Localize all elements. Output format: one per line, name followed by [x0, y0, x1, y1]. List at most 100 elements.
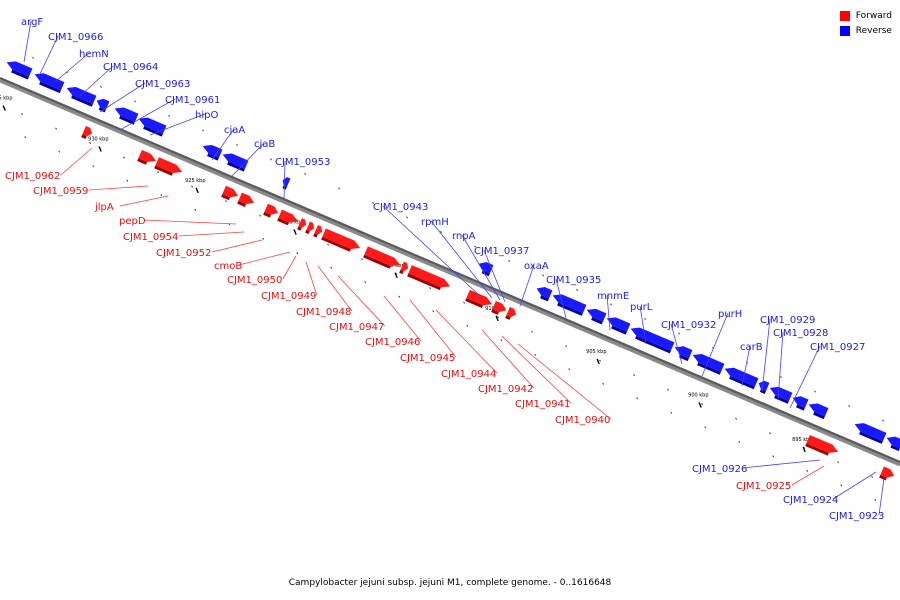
- forward-gene-arrow: [465, 289, 493, 309]
- kbp-tick-mark: [698, 402, 702, 408]
- gene-label-cjm1-0925: CJM1_0925: [736, 481, 791, 492]
- frame-mark: [735, 417, 737, 420]
- forward-gene-arrow-shade: [321, 236, 351, 252]
- leader-line-cjaa: [211, 128, 235, 161]
- frame-mark: [704, 426, 707, 429]
- genome-backbone: [0, 76, 900, 464]
- gene-label-cjm1-0953: CJM1_0953: [275, 157, 330, 168]
- gene-label-cjm1-0941: CJM1_0941: [515, 399, 570, 410]
- gene-label-cjab: cjaB: [254, 139, 275, 150]
- gene-label-cjaa: cjaA: [224, 125, 245, 136]
- forward-gene-arrow-body: [806, 434, 839, 453]
- frame-mark: [534, 353, 537, 356]
- leader-line-cjm1-0940: [517, 343, 612, 420]
- frame-mark: [398, 295, 401, 298]
- frame-mark: [738, 440, 741, 443]
- frame-mark: [123, 156, 125, 159]
- frame-mark: [644, 317, 646, 320]
- reverse-gene-arrow-shade: [540, 295, 549, 302]
- gene-label-oxaa: oxaA: [524, 261, 549, 272]
- frame-mark: [55, 127, 57, 130]
- reverse-gene-arrow: [552, 294, 587, 316]
- frame-mark: [32, 56, 34, 59]
- reverse-gene-arrow: [34, 73, 65, 94]
- reverse-gene-arrow-shade: [557, 302, 583, 316]
- frame-mark: [21, 113, 23, 116]
- frame-mark: [406, 216, 408, 219]
- gene-label-purh: purH: [718, 309, 742, 320]
- leader-line-cjm1-0947: [337, 275, 386, 327]
- frame-mark: [576, 288, 578, 291]
- reverse-gene-arrow-body: [692, 354, 725, 372]
- frame-mark: [780, 375, 782, 379]
- gene-label-cjm1-0963: CJM1_0963: [135, 79, 190, 90]
- forward-gene-arrow-body: [264, 203, 279, 215]
- frame-mark: [508, 259, 510, 262]
- gene-label-cjm1-0935: CJM1_0935: [546, 275, 601, 286]
- reverse-gene-arrow-body: [674, 346, 693, 359]
- reverse-gene-arrow-body: [586, 308, 607, 322]
- reverse-gene-arrow: [630, 327, 675, 354]
- genome-caption: Campylobacter jejuni subsp. jejuni M1, c…: [288, 578, 612, 588]
- reverse-gene-arrow: [282, 177, 291, 190]
- gene-label-cjm1-0944: CJM1_0944: [441, 369, 496, 380]
- reverse-gene-arrow-shade: [890, 444, 900, 452]
- leader-line-cjm1-0943: [382, 205, 481, 297]
- gene-label-cjm1-0929: CJM1_0929: [760, 315, 815, 326]
- gene-label-cmob: cmoB: [214, 261, 242, 272]
- frame-mark: [296, 252, 299, 255]
- leader-line-cjm1-0928: [777, 331, 784, 401]
- leader-line-oxaa: [519, 264, 535, 307]
- reverse-gene-arrow-shade: [39, 81, 61, 94]
- kbp-tick-label: 925 kbp: [185, 178, 205, 184]
- kbp-tick-label: 935 kbp: [0, 96, 13, 102]
- reverse-gene-arrow-body: [66, 86, 97, 105]
- reverse-gene-arrow-body: [6, 61, 33, 77]
- reverse-gene-arrow-body: [808, 403, 829, 417]
- leader-line-cjm1-0944: [435, 309, 498, 374]
- legend-item-reverse: Reverse: [839, 23, 892, 38]
- kbp-tick-label: 920 kbp: [283, 220, 303, 226]
- reverse-gene-arrow-shade: [759, 389, 766, 394]
- frame-mark: [474, 245, 476, 248]
- forward-gene-arrow: [263, 203, 279, 218]
- gene-label-cjm1-0943: CJM1_0943: [373, 202, 428, 213]
- gene-label-cjm1-0961: CJM1_0961: [165, 95, 220, 106]
- frame-mark: [814, 390, 816, 393]
- reverse-gene-arrow: [586, 308, 607, 325]
- forward-gene-arrow-shade: [81, 134, 87, 139]
- gene-label-pepd: pepD: [119, 216, 146, 227]
- forward-gene-arrow-body: [880, 466, 895, 478]
- forward-gene-arrow: [305, 221, 315, 235]
- frame-mark: [599, 359, 601, 362]
- forward-gene-arrow-shade: [297, 226, 302, 231]
- frame-mark: [429, 287, 431, 290]
- forward-gene-arrow-body: [238, 192, 255, 205]
- reverse-gene-arrow: [792, 396, 809, 411]
- frame-mark: [157, 171, 159, 174]
- forward-gene-arrow: [154, 157, 183, 176]
- forward-gene-arrow-body: [82, 126, 93, 137]
- gene-label-cjm1-0927: CJM1_0927: [810, 342, 865, 353]
- forward-gene-arrow-body: [298, 218, 307, 228]
- leader-line-cjm1-0942: [481, 329, 535, 389]
- gene-label-cjm1-0923: CJM1_0923: [829, 511, 884, 522]
- frame-mark: [500, 339, 503, 342]
- kbp-tick-label: 930 kbp: [88, 136, 108, 142]
- gene-label-cjm1-0948: CJM1_0948: [296, 307, 351, 318]
- forward-gene-arrow-shade: [137, 158, 148, 165]
- leader-line-argf: [23, 20, 32, 63]
- frame-mark: [602, 382, 605, 385]
- reverse-gene-arrow: [886, 436, 900, 452]
- gene-label-cjm1-0946: CJM1_0946: [365, 337, 420, 348]
- leader-line-cjm1-0949: [305, 261, 318, 296]
- gene-label-carb: carB: [740, 342, 763, 353]
- legend: Forward Reverse: [839, 8, 892, 38]
- reverse-gene-arrow-shade: [11, 69, 29, 80]
- reverse-gene-arrow-body: [536, 287, 553, 299]
- kbp-tick-mark: [2, 105, 6, 111]
- leader-line-cjm1-0959: [88, 185, 149, 191]
- frame-mark: [542, 274, 544, 277]
- forward-gene-arrow-body: [400, 261, 409, 272]
- reverse-gene-arrow-shade: [678, 354, 689, 362]
